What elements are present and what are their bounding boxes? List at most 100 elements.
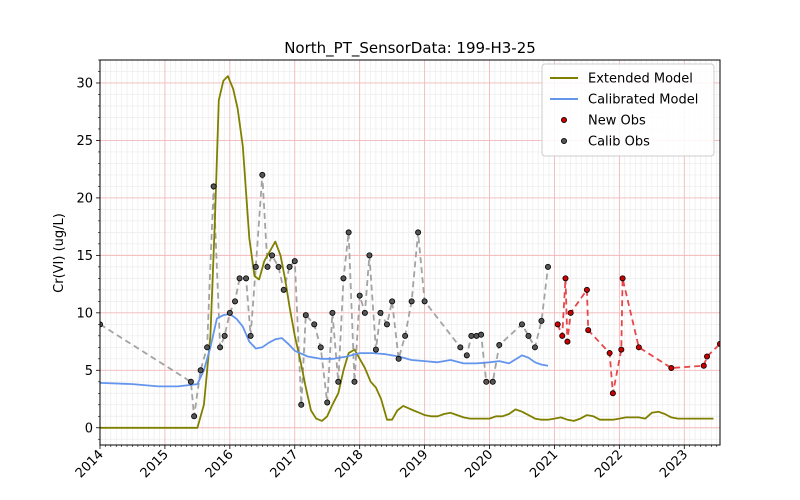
new-obs-point	[704, 353, 711, 360]
calib-obs-point	[311, 321, 318, 328]
calib-obs-point	[383, 321, 390, 328]
calib-obs-point	[298, 401, 305, 408]
new-obs-point	[618, 346, 625, 353]
x-tick-label: 2022	[592, 447, 626, 481]
calib-obs-point	[217, 344, 224, 351]
legend-box	[541, 63, 715, 157]
y-tick-label: 30	[76, 76, 93, 91]
calib-obs-point	[252, 263, 259, 270]
calib-obs-point	[226, 309, 233, 316]
new-obs-point	[700, 362, 707, 369]
new-obs-point	[567, 309, 574, 316]
calib-obs-point	[335, 378, 342, 385]
y-tick-label: 10	[76, 306, 93, 321]
calib-obs-point	[302, 312, 309, 319]
calib-obs-point	[395, 355, 402, 362]
calib-obs-point	[329, 309, 336, 316]
data-layer	[100, 75, 720, 429]
new-obs-line	[556, 277, 720, 395]
x-tick-label: 2023	[657, 447, 691, 481]
calib-obs-point	[259, 171, 266, 178]
calib-obs-point	[324, 399, 331, 406]
extended-model-line	[100, 75, 714, 429]
calib-obs-point	[372, 346, 379, 353]
legend-label: New Obs	[588, 114, 646, 129]
calib-obs-point	[197, 367, 204, 374]
calib-obs-point	[483, 378, 490, 385]
y-tick-label: 15	[76, 249, 93, 264]
calib-obs-point	[468, 332, 475, 339]
calib-obs-line	[100, 173, 549, 418]
x-tick-label: 2021	[527, 447, 561, 481]
calib-obs-point	[489, 378, 496, 385]
calib-obs-point	[389, 298, 396, 305]
calib-obs-point	[275, 263, 282, 270]
new-obs-point	[564, 338, 571, 345]
x-tick-label: 2018	[333, 447, 367, 481]
legend-label: Calibrated Model	[588, 93, 698, 108]
new-obs-point	[609, 390, 616, 397]
calib-obs-point	[377, 309, 384, 316]
calibrated-model-line	[100, 313, 549, 388]
calib-obs-point	[415, 229, 422, 236]
calib-obs-point	[496, 342, 503, 349]
x-tick-label: 2019	[397, 447, 431, 481]
calib-obs-point	[408, 298, 415, 305]
calib-obs-point	[243, 275, 250, 282]
new-obs-point	[717, 340, 720, 347]
axes-frame	[99, 59, 721, 446]
calib-obs-point	[351, 378, 358, 385]
calib-obs-point	[478, 331, 485, 338]
calib-obs-point	[421, 298, 428, 305]
calib-obs-point	[187, 378, 194, 385]
chart-title: North_PT_SensorData: 199-H3-25	[284, 39, 536, 58]
y-tick-label: 25	[76, 134, 93, 149]
legend-label: Extended Model	[588, 72, 693, 87]
new-obs-point	[559, 332, 566, 339]
legend-marker	[561, 137, 568, 144]
calib-obs-point	[210, 183, 217, 190]
calib-obs-point	[518, 321, 525, 328]
calib-obs-point	[544, 263, 551, 270]
new-obs-point	[668, 364, 675, 371]
calib-obs-point	[457, 344, 464, 351]
legend-label: Calib Obs	[588, 135, 650, 150]
calib-obs-point	[280, 286, 287, 293]
calib-obs-point	[361, 309, 368, 316]
new-obs-point	[606, 350, 613, 357]
x-tick-label: 2014	[73, 447, 107, 481]
x-tick-label: 2015	[138, 447, 172, 481]
calib-obs-point	[531, 344, 538, 351]
legend: Extended Model Calibrated Model New Obs Cal…	[541, 63, 715, 157]
x-tick-label: 2017	[268, 447, 302, 481]
calib-obs-point	[291, 258, 298, 265]
calib-obs-point	[525, 332, 532, 339]
calib-obs-point	[247, 332, 254, 339]
y-axis-label: Cr(VI) (ug/L)	[52, 213, 67, 293]
new-obs-point	[554, 321, 561, 328]
calib-obs-point	[345, 229, 352, 236]
new-obs-point	[619, 275, 626, 282]
calib-obs-point	[402, 332, 409, 339]
calib-obs-point	[356, 292, 363, 299]
x-tick-label: 2020	[462, 447, 496, 481]
new-obs-point	[585, 327, 592, 334]
calib-obs-point	[264, 263, 271, 270]
calib-obs-point	[221, 332, 228, 339]
new-obs-point	[562, 275, 569, 282]
calib-obs-point	[317, 344, 324, 351]
plot-area: 2014 2015 2016 2017 2018 2019 2020 2021 2022 2023…	[73, 59, 721, 481]
calib-obs-point	[366, 252, 373, 259]
new-obs-point	[583, 286, 590, 293]
calib-obs-point	[191, 413, 198, 420]
legend-marker	[561, 117, 568, 124]
calib-obs-point	[340, 275, 347, 282]
y-tick-label: 0	[85, 421, 93, 436]
calib-obs-point	[204, 344, 211, 351]
calib-obs-point	[538, 317, 545, 324]
calib-obs-point	[286, 263, 293, 270]
x-tick-label: 2016	[203, 447, 237, 481]
calib-obs-point	[232, 298, 239, 305]
calib-obs-point	[463, 352, 470, 359]
